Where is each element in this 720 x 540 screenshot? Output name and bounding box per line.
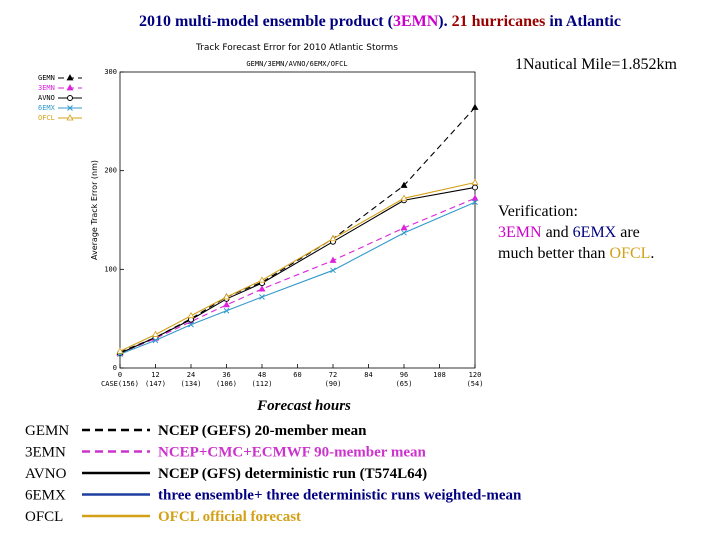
series-line — [119, 107, 476, 353]
title-part: in Atlantic — [545, 13, 621, 30]
point — [223, 293, 230, 300]
verification-line: much better than OFCL. — [498, 245, 654, 262]
title-part: 21 hurricanes — [452, 13, 546, 30]
case-count: (134) — [180, 380, 201, 388]
case-count: (65) — [396, 380, 413, 388]
series-line — [119, 201, 476, 355]
verification-part: Verification: — [498, 203, 578, 220]
legend-marker — [66, 84, 74, 91]
key-name: 3EMN — [25, 445, 66, 461]
point — [471, 178, 479, 185]
x-tick-label: 24 — [187, 371, 195, 379]
series-line — [119, 197, 476, 354]
legend-label: 3EMN — [38, 84, 55, 92]
point — [188, 321, 194, 328]
case-count: CASE(156) — [101, 380, 139, 388]
key-description: OFCL official forecast — [158, 509, 301, 525]
x-tick-label: 36 — [222, 371, 230, 379]
verification-part: are — [616, 224, 640, 241]
point — [258, 276, 266, 283]
verification-part: much better than — [498, 245, 610, 262]
case-count: (112) — [251, 380, 272, 388]
point — [472, 184, 478, 191]
key-name: OFCL — [25, 509, 63, 525]
point — [152, 337, 159, 344]
point — [471, 103, 479, 110]
x-tick-label: 60 — [293, 371, 301, 379]
y-tick-label: 300 — [104, 68, 117, 76]
point — [400, 224, 408, 231]
verification-line: Verification: — [498, 203, 578, 220]
chart-subtitle: GEMN/3EMN/AVNO/6EMX/OFCL — [246, 60, 347, 68]
legend-marker — [66, 74, 74, 81]
series-line — [119, 186, 476, 354]
scale-note: 1Nautical Mile=1.852km — [515, 56, 677, 73]
point — [400, 181, 408, 188]
case-count: (54) — [467, 380, 484, 388]
key-name: AVNO — [25, 466, 67, 482]
point — [258, 285, 266, 292]
legend-marker — [67, 105, 73, 111]
verification-part: 3EMN — [498, 224, 542, 241]
point — [329, 256, 337, 263]
x-tick-label: 120 — [469, 371, 482, 379]
legend-label: 6EMX — [38, 104, 56, 112]
verification-part: OFCL — [610, 245, 651, 262]
point — [400, 194, 408, 201]
y-axis-label: Average Track Error (nm) — [90, 160, 99, 260]
verification-part: . — [650, 245, 654, 262]
title-part: ). — [438, 13, 451, 30]
point — [223, 307, 230, 314]
verification-part: 6EMX — [573, 224, 617, 241]
point — [187, 311, 195, 319]
legend-label: AVNO — [38, 94, 55, 102]
key-name: GEMN — [25, 423, 69, 439]
point — [471, 194, 479, 201]
point — [472, 199, 478, 206]
y-tick-label: 0 — [113, 364, 117, 372]
verification-part: and — [542, 224, 573, 241]
key-description: NCEP+CMC+ECMWF 90-member mean — [158, 445, 427, 461]
x-tick-label: 0 — [118, 371, 122, 379]
title-part: 3EMN — [393, 13, 439, 30]
point — [223, 301, 230, 308]
x-tick-label: 96 — [400, 371, 408, 379]
x-tick-label: 108 — [433, 371, 446, 379]
case-count: (106) — [216, 380, 237, 388]
point — [116, 347, 124, 354]
plot-frame — [119, 71, 476, 369]
y-tick-label: 100 — [104, 265, 117, 273]
verification-line: 3EMN and 6EMX are — [498, 224, 640, 241]
point — [401, 229, 407, 236]
legend-label: OFCL — [38, 114, 55, 122]
title-part: 2010 multi-model ensemble product ( — [139, 13, 393, 30]
key-description: NCEP (GFS) deterministic run (T574L64) — [158, 466, 427, 482]
case-count: (90) — [325, 380, 342, 388]
key-description: NCEP (GEFS) 20-member mean — [158, 423, 367, 439]
x-tick-label: 12 — [151, 371, 159, 379]
point — [329, 234, 337, 242]
y-tick-label: 200 — [104, 167, 117, 175]
slide-title: 2010 multi-model ensemble product (3EMN)… — [139, 13, 621, 30]
chart-title: Track Forecast Error for 2010 Atlantic S… — [195, 43, 398, 53]
key-name: 6EMX — [25, 488, 66, 504]
case-count: (147) — [145, 380, 166, 388]
key-description: three ensemble+ three deterministic runs… — [158, 488, 522, 504]
x-axis-label: Forecast hours — [256, 398, 351, 414]
point — [152, 330, 159, 337]
series-line — [119, 181, 476, 352]
x-tick-label: 72 — [329, 371, 337, 379]
legend-marker — [67, 95, 73, 101]
x-tick-label: 84 — [364, 371, 372, 379]
point — [259, 294, 265, 300]
legend-label: GEMN — [38, 74, 55, 82]
x-tick-label: 48 — [258, 371, 266, 379]
point — [330, 267, 336, 274]
legend-marker — [66, 114, 74, 121]
